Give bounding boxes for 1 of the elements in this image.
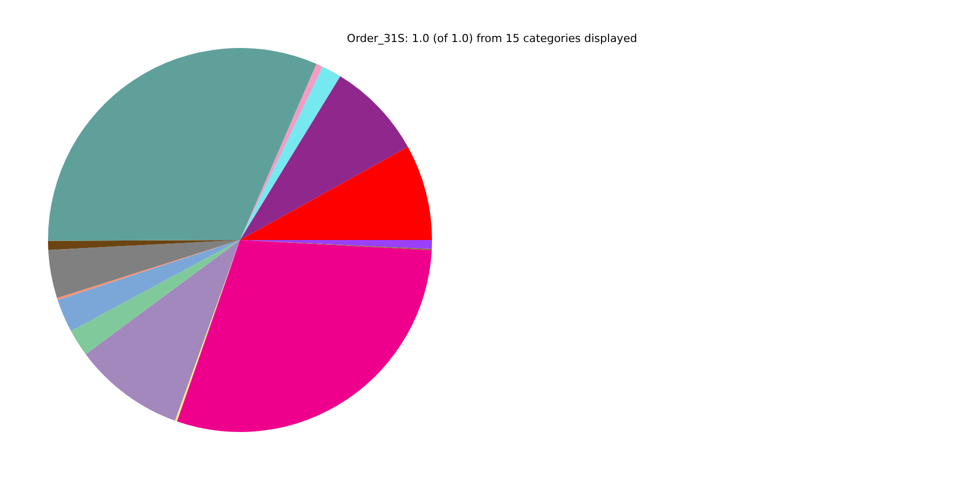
text: Order_31S: 1.0 (of 1.0) from 15 categories displayed [346,32,638,45]
